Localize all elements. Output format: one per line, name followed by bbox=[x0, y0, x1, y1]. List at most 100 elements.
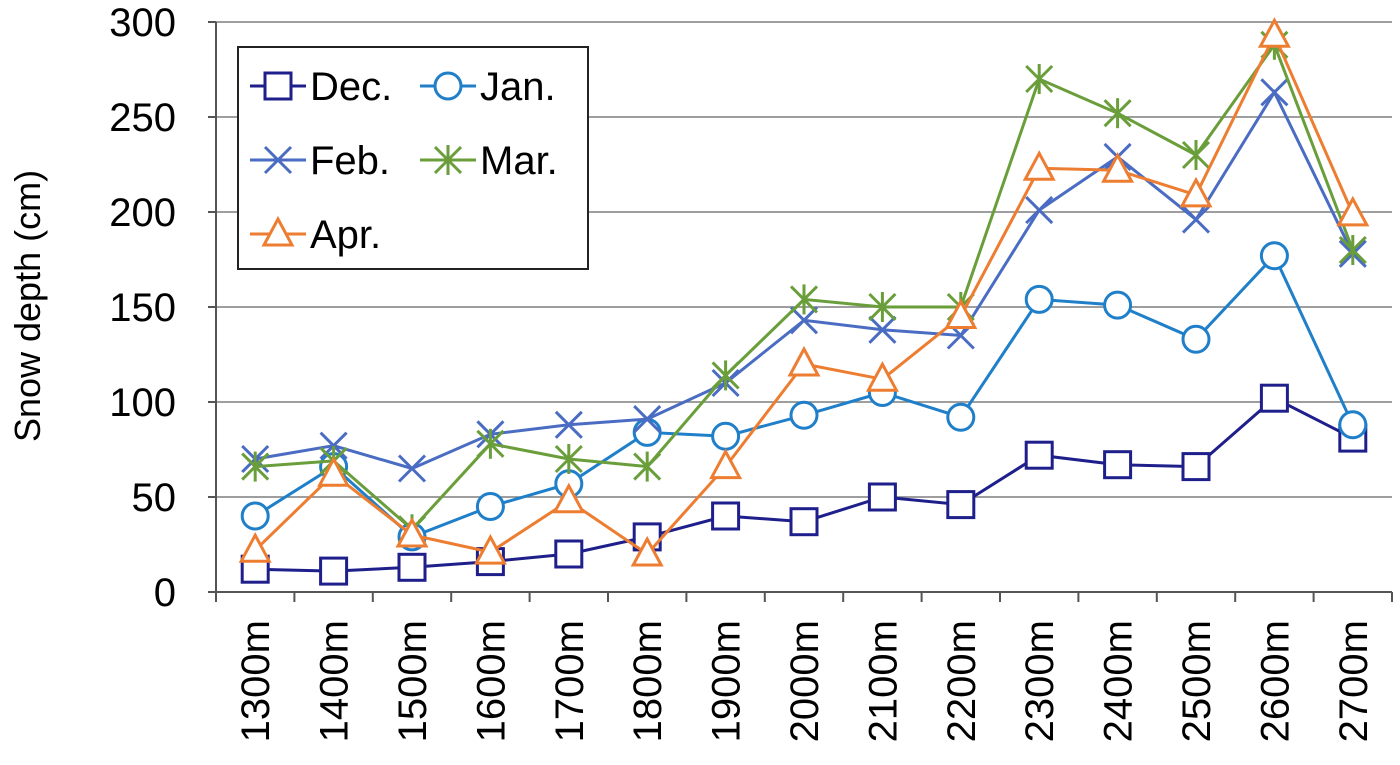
data-point-dec bbox=[711, 501, 741, 531]
data-point-feb bbox=[1025, 196, 1054, 225]
x-tick-label: 2500m bbox=[1175, 620, 1219, 742]
data-point-dec bbox=[554, 539, 584, 569]
data-point-apr bbox=[473, 533, 507, 565]
data-point-mar bbox=[711, 360, 740, 391]
data-point-dec bbox=[1024, 440, 1054, 470]
data-point-jan bbox=[240, 501, 270, 531]
data-point-apr bbox=[1022, 150, 1056, 181]
legend: Dec. Jan. Feb. Mar. Apr. bbox=[237, 46, 589, 270]
y-axis-label: Snow depth (cm) bbox=[7, 170, 48, 442]
data-point-apr bbox=[552, 482, 586, 514]
data-point-jan bbox=[632, 417, 662, 447]
series-feb bbox=[241, 78, 1367, 483]
legend-label-dec: Dec. bbox=[310, 65, 392, 109]
legend-item-feb: Feb. bbox=[250, 139, 390, 183]
data-point-mar bbox=[1103, 98, 1132, 129]
y-tick-labels: 0 50 100 150 200 250 300 bbox=[109, 1, 176, 615]
legend-label-apr: Apr. bbox=[310, 213, 381, 257]
x-tick-label: 1800m bbox=[626, 620, 670, 742]
x-tick-label: 2100m bbox=[861, 620, 905, 742]
legend-item-dec: Dec. bbox=[250, 65, 392, 109]
data-point-apr bbox=[238, 532, 272, 563]
data-point-mar bbox=[476, 428, 505, 459]
x-tick-label: 1700m bbox=[548, 620, 592, 742]
data-point-apr bbox=[709, 448, 743, 480]
data-point-apr bbox=[865, 361, 899, 392]
legend-marker-dec bbox=[263, 71, 293, 101]
legend-marker-feb bbox=[263, 145, 293, 175]
data-point-feb bbox=[1181, 205, 1211, 234]
legend-marker-mar bbox=[433, 145, 463, 175]
legend-box bbox=[237, 46, 589, 270]
data-point-mar bbox=[554, 444, 583, 474]
data-point-feb bbox=[319, 431, 348, 460]
data-point-apr bbox=[1336, 195, 1370, 227]
legend-marker-apr bbox=[261, 215, 295, 247]
data-point-jan bbox=[1259, 241, 1289, 271]
data-point-apr bbox=[395, 516, 429, 548]
x-tick-label: 2200m bbox=[940, 620, 984, 742]
y-tick-label: 150 bbox=[109, 286, 176, 330]
data-point-apr bbox=[1179, 176, 1213, 208]
data-point-dec bbox=[946, 490, 976, 520]
data-point-jan bbox=[711, 421, 741, 451]
legend-marker-jan bbox=[433, 71, 463, 101]
data-point-mar bbox=[1025, 64, 1054, 94]
x-tick-label: 1300m bbox=[234, 620, 278, 742]
x-tick-label: 1500m bbox=[391, 620, 435, 742]
data-point-mar bbox=[868, 292, 897, 322]
data-point-dec bbox=[397, 552, 427, 582]
data-point-jan bbox=[1181, 324, 1211, 354]
data-point-feb bbox=[397, 454, 427, 483]
x-tick-label: 1400m bbox=[313, 620, 357, 742]
data-point-feb bbox=[633, 405, 662, 434]
data-point-jan bbox=[1338, 410, 1368, 440]
x-tick-label: 1900m bbox=[705, 620, 749, 742]
y-tick-label: 0 bbox=[154, 571, 176, 615]
data-point-apr bbox=[317, 456, 351, 487]
data-point-dec bbox=[1259, 383, 1289, 413]
x-tick-label: 2400m bbox=[1097, 620, 1141, 742]
axes bbox=[208, 21, 1393, 602]
y-tick-label: 200 bbox=[109, 191, 176, 235]
data-point-mar bbox=[241, 451, 270, 482]
x-tick-label: 1600m bbox=[469, 620, 513, 742]
series-apr bbox=[238, 17, 1370, 567]
data-point-dec bbox=[1103, 450, 1133, 480]
y-tick-label: 300 bbox=[109, 1, 176, 45]
legend-label-mar: Mar. bbox=[480, 139, 558, 183]
data-point-jan bbox=[475, 492, 505, 521]
data-point-mar bbox=[1181, 140, 1211, 170]
x-tick-label: 2000m bbox=[783, 620, 827, 742]
x-tick-label: 2700m bbox=[1332, 620, 1376, 742]
data-point-mar bbox=[1338, 235, 1367, 265]
legend-item-apr: Apr. bbox=[250, 213, 381, 257]
data-point-feb bbox=[554, 410, 583, 439]
data-point-apr bbox=[787, 345, 821, 377]
series-jan bbox=[240, 241, 1368, 552]
x-tick-labels: 1300m 1400m 1500m 1600m 1700m 1800m 1900m 2000m… bbox=[234, 620, 1376, 742]
y-tick-label: 250 bbox=[109, 96, 176, 140]
data-point-feb bbox=[868, 315, 897, 344]
legend-label-feb: Feb. bbox=[310, 139, 390, 183]
series-layer bbox=[238, 17, 1370, 586]
data-point-mar bbox=[789, 284, 819, 315]
y-tick-label: 100 bbox=[109, 381, 176, 425]
y-tick-label: 50 bbox=[132, 476, 177, 520]
data-point-dec bbox=[867, 482, 897, 512]
data-point-feb bbox=[789, 306, 819, 335]
data-point-jan bbox=[946, 402, 976, 432]
data-point-apr bbox=[1257, 17, 1291, 48]
data-point-mar bbox=[633, 451, 662, 482]
data-point-jan bbox=[1103, 290, 1133, 320]
data-point-dec bbox=[1181, 452, 1211, 482]
data-point-dec bbox=[789, 507, 819, 537]
data-point-apr bbox=[944, 298, 978, 329]
legend-label-jan: Jan. bbox=[480, 65, 556, 109]
data-point-apr bbox=[630, 535, 664, 567]
data-point-jan bbox=[1024, 284, 1054, 314]
legend-item-mar: Mar. bbox=[420, 139, 558, 183]
x-tick-label: 2600m bbox=[1253, 620, 1297, 742]
legend-item-jan: Jan. bbox=[420, 65, 556, 109]
